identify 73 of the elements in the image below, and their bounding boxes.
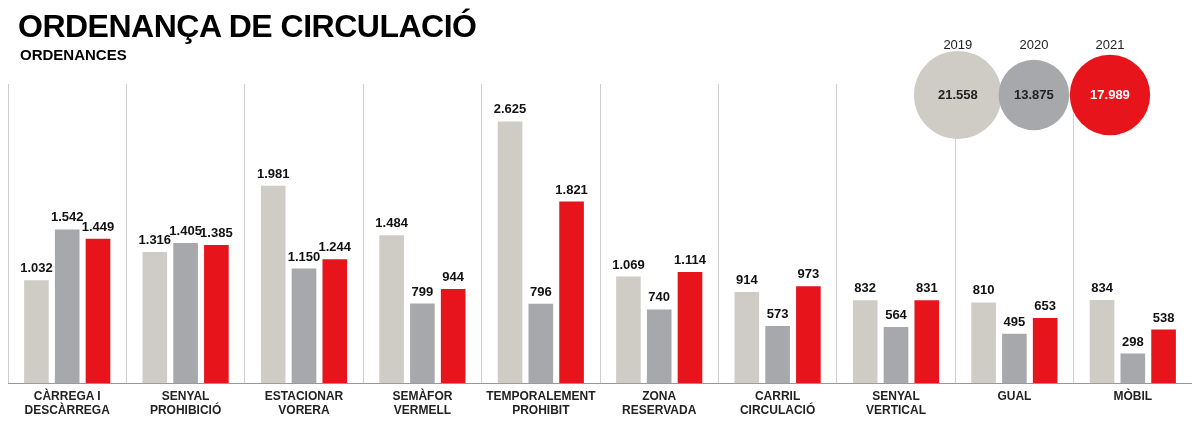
- bar: [883, 326, 909, 384]
- data-label: 810: [972, 282, 995, 298]
- bar: [260, 185, 286, 384]
- data-label: 944: [442, 269, 465, 285]
- data-label: 1.385: [200, 225, 233, 241]
- bar: [734, 292, 760, 384]
- data-label: 740: [648, 289, 671, 305]
- bar: [1002, 333, 1027, 384]
- x-tick-label: MÒBIL: [1113, 387, 1153, 403]
- data-label: 298: [1121, 333, 1144, 349]
- category-label: 2019: [943, 36, 973, 52]
- data-label: 1.405: [169, 223, 202, 239]
- bar: [410, 303, 435, 384]
- bar: [971, 302, 996, 384]
- bar: [54, 229, 80, 384]
- x-tick-label: ESTACIONAR VORERA: [264, 388, 344, 418]
- data-label: 538: [1152, 309, 1175, 325]
- bar: [291, 268, 317, 384]
- bar: [528, 303, 554, 384]
- category-label: 2020: [1019, 36, 1049, 52]
- data-label: 1.484: [375, 215, 409, 231]
- data-label: 564: [885, 307, 908, 323]
- bar: [1151, 329, 1176, 384]
- data-label: 1.069: [612, 256, 645, 272]
- data-label: 13.875: [1014, 86, 1054, 102]
- x-tick-label: TEMPORALEMENT PROHIBIT: [486, 388, 597, 418]
- bar: [1120, 353, 1146, 384]
- bar: [559, 201, 584, 384]
- data-label: 21.558: [937, 86, 978, 102]
- x-tick-label: SENYAL PROHIBICIÓ: [149, 388, 222, 418]
- bar: [497, 121, 523, 384]
- data-label: 832: [854, 280, 877, 296]
- bar: [914, 300, 940, 384]
- data-label: 2.625: [493, 101, 527, 117]
- bar: [1032, 318, 1058, 384]
- bar: [142, 251, 168, 384]
- bar: [85, 238, 111, 384]
- bar: [322, 259, 348, 384]
- bar: [796, 286, 821, 384]
- x-tick-label: CÀRREGA I DESCÀRREGA: [24, 387, 111, 418]
- x-tick-label: CARRIL CIRCULACIÓ: [739, 388, 816, 418]
- x-tick-label: SEMÀFOR VERMELL: [392, 387, 453, 418]
- data-label: 834: [1091, 280, 1114, 296]
- bar: [852, 300, 878, 384]
- data-label: 831: [915, 280, 938, 296]
- bar: [440, 289, 466, 384]
- bar: [24, 280, 49, 384]
- data-label: 1.114: [674, 252, 707, 268]
- data-label: 973: [797, 266, 820, 282]
- bar: [646, 309, 672, 384]
- bar: [173, 243, 198, 384]
- bar: [1089, 300, 1115, 384]
- data-label: 799: [411, 283, 434, 299]
- chart-title: ORDENANÇA DE CIRCULACIÓ: [18, 8, 477, 45]
- bar: [379, 235, 404, 384]
- data-label: 796: [529, 283, 552, 299]
- data-label: 914: [735, 272, 759, 288]
- category-label: 2021: [1095, 36, 1125, 52]
- bar: [204, 245, 229, 384]
- x-tick-label: SENYAL VERTICAL: [866, 388, 926, 418]
- data-label: 495: [1003, 313, 1026, 329]
- data-label: 573: [766, 306, 789, 322]
- data-label: 17.989: [1090, 86, 1130, 102]
- chart-subtitle: ORDENANCES: [20, 46, 127, 63]
- x-tick-label: GUAL: [997, 388, 1032, 403]
- bar: [616, 276, 641, 384]
- data-label: 1.032: [20, 260, 53, 276]
- data-label: 653: [1034, 298, 1057, 314]
- data-label: 1.821: [555, 181, 588, 197]
- bar: [677, 272, 703, 384]
- data-label: 1.981: [256, 165, 290, 181]
- x-tick-label: ZONA RESERVADA: [622, 388, 697, 418]
- bar: [765, 326, 790, 384]
